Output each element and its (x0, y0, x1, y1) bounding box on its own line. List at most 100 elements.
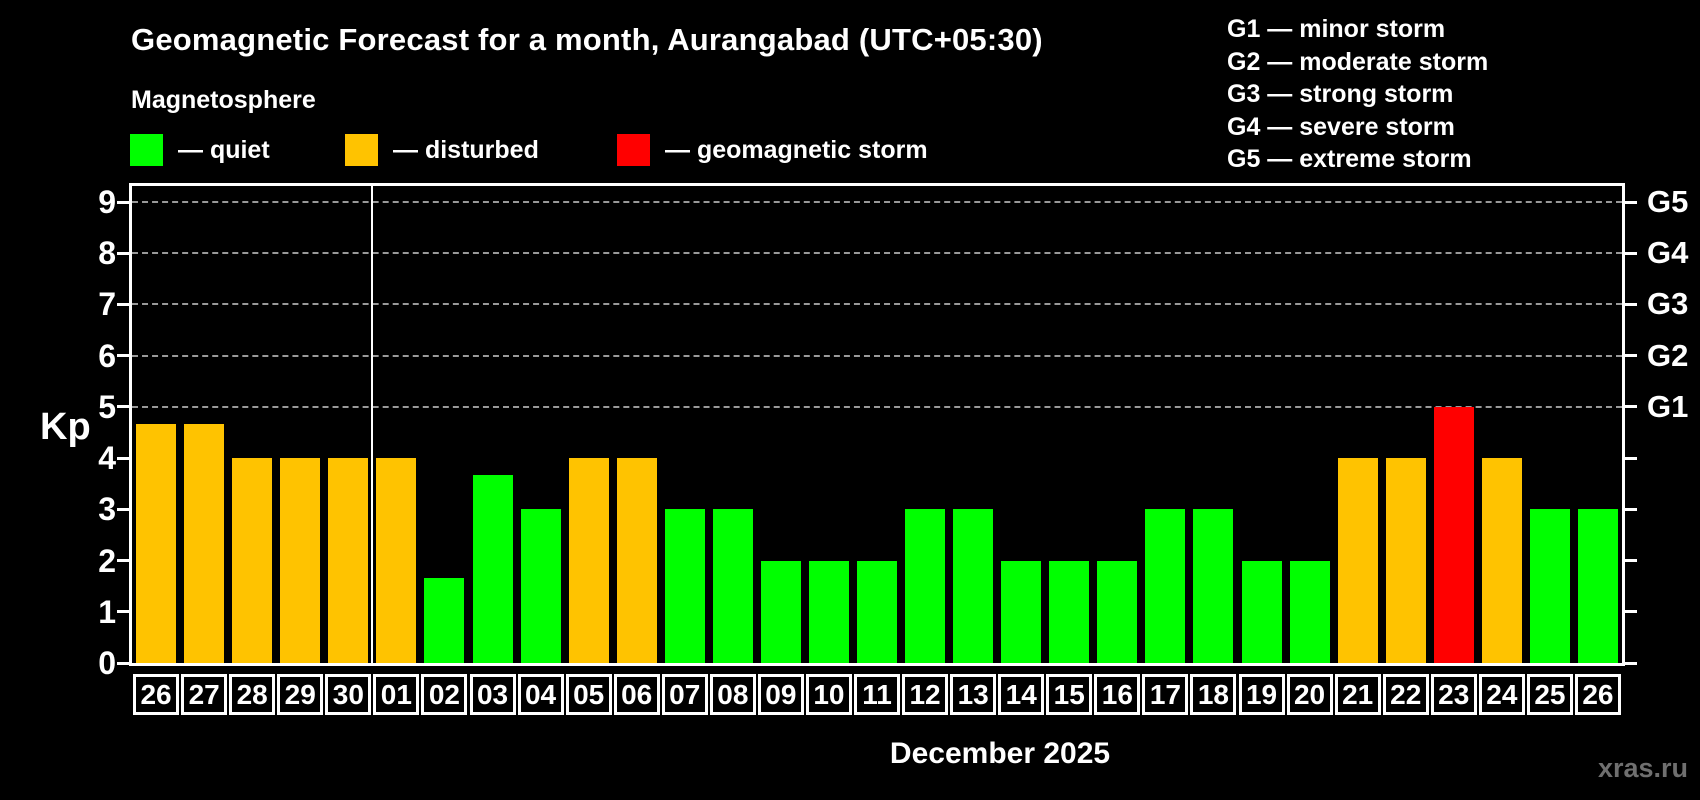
x-day-label-22-18: 18 (1190, 674, 1237, 715)
x-axis-month-label: December 2025 (889, 737, 1111, 770)
y-tick-label-3: 3 (98, 491, 116, 528)
gridline-kp-5 (132, 405, 1622, 408)
kp-bar-day-06 (616, 458, 657, 663)
plot-area (129, 183, 1625, 666)
legend-item-disturbed: — disturbed (345, 133, 539, 167)
g3-legend-line: G3 — strong storm (1227, 80, 1454, 109)
right-axis-label-G5: G5 (1647, 184, 1689, 219)
kp-bar-day-12 (905, 509, 945, 663)
x-day-label-28-24: 24 (1478, 674, 1525, 715)
kp-bar-day-27 (184, 423, 225, 663)
x-day-label-12-08: 08 (709, 674, 756, 715)
kp-bar-day-14 (1001, 560, 1042, 663)
x-day-label-26-22: 22 (1382, 674, 1429, 715)
kp-bar-day-29 (280, 458, 321, 663)
gridline-kp-6 (132, 354, 1622, 357)
y-tick-label-7: 7 (98, 286, 116, 323)
kp-bar-day-03 (472, 475, 513, 663)
y-tick-right-0 (1625, 661, 1637, 665)
g2-legend-line: G2 — moderate storm (1227, 47, 1489, 76)
kp-bar-day-30 (328, 458, 369, 663)
kp-bar-day-09 (760, 560, 801, 663)
y-tick-label-9: 9 (98, 184, 116, 220)
x-day-label-27-23: 23 (1430, 674, 1477, 715)
gridline-kp-9 (132, 201, 1622, 203)
right-axis-label-G4: G4 (1647, 235, 1689, 271)
x-day-label-4-30: 30 (325, 674, 372, 715)
right-axis-label-G3: G3 (1647, 286, 1689, 322)
kp-bar-day-22 (1385, 458, 1426, 663)
x-day-label-23-19: 19 (1238, 674, 1285, 715)
y-tick-right-5 (1625, 405, 1637, 409)
x-day-label-3-29: 29 (277, 674, 324, 715)
y-tick-right-3 (1625, 507, 1637, 511)
kp-bar-day-23 (1433, 406, 1474, 663)
x-day-label-24-20: 20 (1286, 674, 1333, 715)
y-tick-right-8 (1625, 251, 1637, 255)
kp-bar-day-20 (1289, 560, 1330, 663)
kp-bar-day-18 (1193, 509, 1234, 663)
kp-bar-day-26 (1577, 509, 1618, 663)
chart-subtitle: Magnetosphere (131, 86, 316, 114)
y-axis-label-kp: Kp (40, 406, 91, 448)
kp-bar-day-01 (376, 458, 417, 663)
x-day-label-6-02: 02 (421, 674, 468, 715)
kp-bar-day-08 (712, 509, 753, 663)
gridline-kp-8 (132, 252, 1622, 255)
x-day-label-19-15: 15 (1046, 674, 1093, 715)
y-tick-right-2 (1625, 559, 1637, 563)
x-day-label-1-27: 27 (181, 674, 228, 715)
kp-bar-day-15 (1049, 560, 1090, 663)
y-tick-label-4: 4 (98, 440, 116, 477)
x-day-label-9-05: 05 (565, 674, 612, 715)
legend-label-quiet: — quiet (178, 135, 270, 164)
watermark: xras.ru (1597, 753, 1688, 783)
right-axis-label-G2: G2 (1647, 337, 1689, 373)
y-tick-left-6 (117, 354, 129, 358)
x-day-label-13-09: 09 (757, 674, 804, 715)
x-day-label-25-21: 21 (1334, 674, 1381, 715)
kp-bar-day-07 (664, 509, 705, 663)
x-day-label-21-17: 17 (1142, 674, 1189, 715)
x-day-label-7-03: 03 (469, 674, 516, 715)
y-tick-label-2: 2 (98, 542, 116, 579)
disturbed-color-swatch (345, 134, 378, 166)
g1-legend-line: G1 — minor storm (1227, 15, 1446, 43)
y-tick-right-4 (1625, 456, 1637, 460)
y-tick-left-1 (117, 610, 129, 614)
y-tick-right-9 (1625, 200, 1637, 204)
x-day-label-11-07: 07 (661, 674, 708, 715)
storm-scale-legend: G1 — minor storm G2 — moderate storm G3 … (1227, 13, 1488, 176)
kp-bar-day-02 (424, 577, 465, 663)
storm-color-swatch (617, 134, 650, 166)
chart-title: Geomagnetic Forecast for a month, Aurang… (131, 22, 1043, 57)
x-day-label-8-04: 04 (517, 674, 564, 715)
x-day-label-17-13: 13 (950, 674, 997, 715)
legend-item-quiet: — quiet (130, 133, 270, 167)
legend-label-disturbed: — disturbed (393, 135, 539, 164)
x-day-label-0-26: 26 (133, 674, 180, 715)
g4-legend-line: G4 — severe storm (1227, 112, 1455, 141)
x-day-label-14-10: 10 (805, 674, 852, 715)
y-tick-label-1: 1 (98, 593, 116, 630)
month-separator-line (371, 186, 374, 663)
y-tick-left-4 (117, 456, 129, 460)
x-day-label-2-28: 28 (229, 674, 276, 715)
kp-bar-day-16 (1097, 560, 1138, 663)
gridline-kp-7 (132, 303, 1622, 306)
x-day-label-16-12: 12 (902, 674, 949, 715)
g5-legend-line: G5 — extreme storm (1227, 145, 1472, 174)
kp-bar-day-11 (857, 560, 897, 663)
y-tick-label-8: 8 (98, 235, 116, 272)
kp-bar-day-26 (136, 423, 176, 663)
kp-bar-day-13 (953, 509, 994, 663)
x-day-label-5-01: 01 (373, 674, 420, 715)
x-day-label-10-06: 06 (613, 674, 660, 715)
y-tick-left-9 (117, 200, 129, 204)
kp-bar-day-10 (808, 560, 849, 663)
y-tick-left-2 (117, 559, 129, 563)
y-tick-right-1 (1625, 610, 1637, 614)
kp-bar-day-05 (568, 458, 609, 663)
x-day-label-18-14: 14 (998, 674, 1045, 715)
